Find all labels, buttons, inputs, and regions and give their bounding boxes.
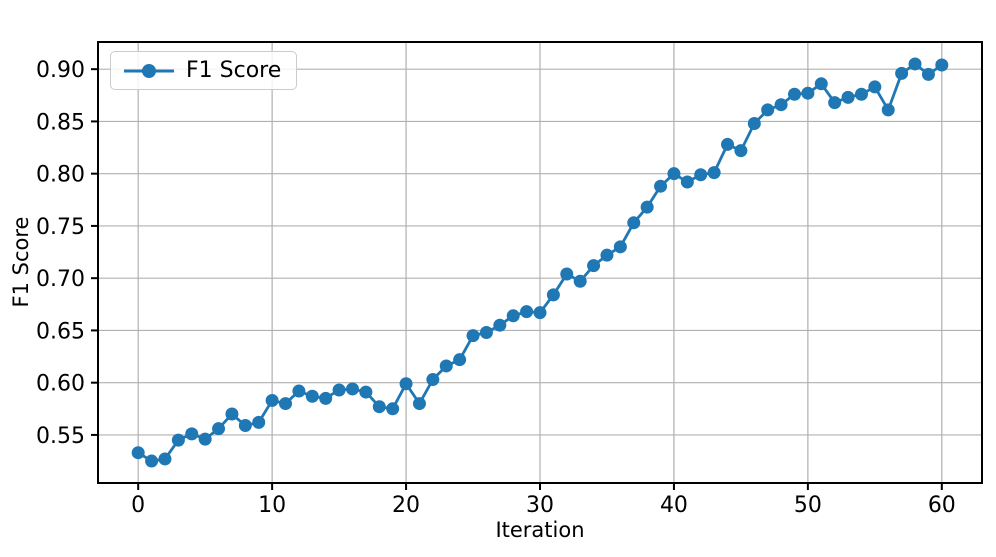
data-point-marker [131,446,145,460]
data-point-marker [573,274,587,288]
x-tick-label: 60 [928,493,956,518]
data-point-marker [212,422,226,436]
data-point-marker [399,377,413,391]
data-point-marker [279,397,293,411]
data-point-marker [761,103,775,117]
x-tick-label: 10 [258,493,286,518]
data-point-marker [600,248,614,262]
data-point-marker [185,427,199,441]
y-tick-label: 0.75 [36,215,85,240]
data-point-marker [466,329,480,343]
data-point-marker [787,87,801,101]
data-point-marker [627,216,641,230]
data-point-marker [747,117,761,131]
data-point-marker [734,144,748,158]
data-point-marker [372,400,386,414]
legend: F1 Score [110,51,298,90]
y-tick-label: 0.90 [36,58,85,83]
data-point-marker [252,415,266,429]
data-point-marker [453,353,467,367]
data-point-marker [694,168,708,182]
data-point-marker [520,305,534,319]
data-point-marker [265,393,279,407]
data-point-marker [908,57,922,71]
legend-label: F1 Score [186,58,282,83]
x-tick-label: 50 [794,493,822,518]
data-point-marker [801,86,815,100]
data-point-marker [868,80,882,94]
data-point-marker [225,407,239,421]
data-point-marker [493,318,507,332]
data-point-marker [238,419,252,433]
data-point-marker [158,452,172,466]
data-point-marker [533,306,547,320]
data-point-marker [667,167,681,181]
y-tick-label: 0.55 [36,424,85,449]
legend-line-marker-icon [124,63,174,78]
data-point-marker [479,326,493,340]
data-point-marker [654,179,668,193]
data-point-marker [171,433,185,447]
data-point-marker [640,200,654,214]
data-point-marker [774,98,788,112]
y-tick-label: 0.60 [36,372,85,397]
data-point-marker [814,77,828,91]
data-point-marker [305,389,319,403]
data-point-marker [881,103,895,117]
y-tick-label: 0.85 [36,110,85,135]
data-point-marker [359,385,373,399]
data-point-marker [721,137,735,151]
data-point-marker [680,175,694,189]
data-point-marker [412,397,426,411]
data-point-marker [560,267,574,281]
data-point-marker [319,391,333,405]
y-tick-label: 0.70 [36,267,85,292]
x-tick-label: 20 [392,493,420,518]
x-axis-label: Iteration [495,518,585,542]
data-point-marker [613,240,627,254]
x-tick-label: 30 [526,493,554,518]
data-point-marker [895,66,909,80]
data-point-marker [386,402,400,416]
data-point-marker [546,288,560,302]
data-point-marker [506,309,520,323]
data-point-marker [292,384,306,398]
data-point-marker [439,359,453,373]
data-point-marker [198,432,212,446]
data-point-marker [426,373,440,387]
y-axis-label: F1 Score [9,216,33,308]
data-point-marker [828,96,842,110]
data-point-marker [921,67,935,81]
data-point-marker [332,383,346,397]
data-point-marker [707,166,721,180]
data-point-marker [935,58,949,72]
y-tick-label: 0.65 [36,319,85,344]
data-point-marker [854,87,868,101]
data-point-marker [145,454,159,468]
x-tick-label: 40 [660,493,688,518]
x-tick-label: 0 [131,493,145,518]
data-point-marker [841,90,855,104]
data-point-marker [345,382,359,396]
data-point-marker [587,259,601,273]
y-tick-label: 0.80 [36,163,85,188]
